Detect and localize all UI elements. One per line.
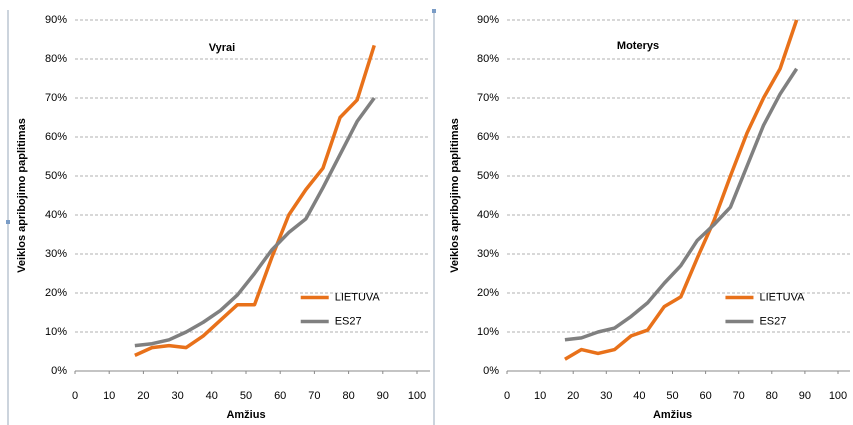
x-tick-label: 10: [534, 390, 546, 402]
y-tick-label: 20%: [477, 287, 499, 299]
x-tick-label: 10: [103, 390, 115, 402]
x-axis-label: Amžius: [226, 409, 265, 421]
x-tick-label: 100: [408, 390, 426, 402]
series-line: [564, 67, 799, 342]
series-line: [134, 96, 376, 348]
y-tick-label: 70%: [45, 92, 67, 104]
y-tick-label: 30%: [45, 248, 67, 260]
y-tick-label: 40%: [477, 209, 499, 221]
y-tick-label: 0%: [51, 365, 67, 377]
x-tick-label: 100: [829, 390, 847, 402]
x-tick-label: 30: [171, 390, 183, 402]
legend-label: ES27: [759, 315, 786, 327]
y-tick-label: 30%: [477, 248, 499, 260]
x-tick-label: 40: [206, 390, 218, 402]
chart-title: Vyrai: [209, 42, 236, 54]
y-tick-label: 80%: [477, 53, 499, 65]
y-tick-label: 10%: [477, 326, 499, 338]
x-tick-label: 0: [72, 390, 78, 402]
series-line: [134, 44, 376, 357]
legend-label: LIETUVA: [335, 291, 381, 303]
y-tick-label: 70%: [477, 92, 499, 104]
y-tick-label: 60%: [45, 131, 67, 143]
handle: [432, 9, 436, 13]
x-tick-label: 40: [633, 390, 645, 402]
x-tick-label: 90: [799, 390, 811, 402]
legend-label: ES27: [335, 315, 362, 327]
y-tick-label: 40%: [45, 209, 67, 221]
x-tick-label: 30: [600, 390, 612, 402]
x-tick-label: 20: [137, 390, 149, 402]
y-tick-label: 60%: [477, 131, 499, 143]
y-axis-label: Veiklos apribojimo paplitimas: [16, 118, 28, 273]
x-tick-label: 60: [699, 390, 711, 402]
y-tick-label: 10%: [45, 326, 67, 338]
chart-title: Moterys: [617, 40, 659, 52]
y-axis-label: Veiklos apribojimo paplitimas: [449, 118, 461, 273]
x-tick-label: 60: [274, 390, 286, 402]
x-tick-label: 50: [666, 390, 678, 402]
y-tick-label: 20%: [45, 287, 67, 299]
legend-label: LIETUVA: [759, 291, 805, 303]
handle: [6, 220, 10, 224]
y-tick-label: 50%: [477, 170, 499, 182]
y-tick-label: 0%: [483, 365, 499, 377]
x-tick-label: 80: [766, 390, 778, 402]
y-tick-label: 50%: [45, 170, 67, 182]
x-tick-label: 0: [504, 390, 510, 402]
y-tick-label: 90%: [477, 14, 499, 26]
x-tick-label: 20: [567, 390, 579, 402]
x-tick-label: 70: [733, 390, 745, 402]
y-tick-label: 90%: [45, 14, 67, 26]
series-line: [564, 19, 799, 361]
x-axis-label: Amžius: [653, 409, 692, 421]
x-tick-label: 50: [240, 390, 252, 402]
x-tick-label: 70: [308, 390, 320, 402]
x-tick-label: 80: [342, 390, 354, 402]
y-tick-label: 80%: [45, 53, 67, 65]
x-tick-label: 90: [377, 390, 389, 402]
